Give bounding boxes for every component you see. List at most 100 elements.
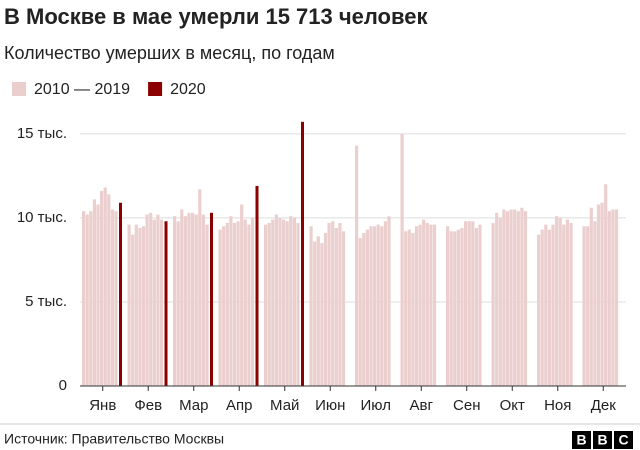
- bar: [218, 229, 222, 386]
- bar: [464, 221, 468, 386]
- bar: [92, 199, 96, 386]
- bar: [358, 238, 362, 386]
- bar: [313, 241, 317, 386]
- bar: [180, 209, 184, 386]
- bar: [449, 231, 453, 386]
- bar: [247, 224, 251, 386]
- bar: [107, 194, 111, 386]
- bar: [544, 224, 548, 386]
- x-tick-label: Авг: [410, 397, 434, 414]
- bar: [365, 229, 369, 386]
- bar: [407, 229, 411, 386]
- bar: [236, 221, 240, 386]
- logo-letter: B: [597, 432, 607, 448]
- x-tick-label: Мар: [179, 397, 208, 414]
- x-tick-label: Янв: [89, 397, 116, 414]
- bar: [243, 219, 247, 386]
- bar: [341, 231, 346, 386]
- bar: [460, 227, 464, 386]
- bar: [498, 217, 502, 386]
- bar: [516, 211, 520, 386]
- x-tick-label: Май: [270, 397, 299, 414]
- bar: [604, 184, 608, 386]
- x-tick-label: Сен: [453, 397, 480, 414]
- bar: [425, 222, 429, 386]
- bar: [292, 217, 296, 386]
- bar: [285, 221, 289, 386]
- bar: [467, 221, 471, 386]
- x-tick-label: Окт: [500, 397, 525, 414]
- bar: [555, 216, 559, 386]
- chart-title: В Москве в мае умерли 15 713 человек: [4, 4, 428, 29]
- bar: [127, 224, 131, 386]
- bar: [134, 224, 138, 386]
- bar: [596, 204, 601, 386]
- bar: [537, 234, 541, 386]
- bar: [582, 226, 586, 386]
- x-tick-label: Июл: [361, 397, 391, 414]
- bar: [282, 219, 286, 386]
- bar: [145, 214, 149, 386]
- x-tick-label: Фев: [134, 397, 162, 414]
- bar: [114, 211, 118, 386]
- legend-label: 2020: [170, 81, 206, 98]
- logo-box: [572, 431, 591, 449]
- bar: [551, 224, 555, 386]
- bar: [191, 212, 195, 386]
- bar: [432, 224, 437, 386]
- bar: [194, 214, 198, 386]
- bar: [159, 219, 164, 386]
- y-tick-label: 0: [59, 377, 67, 394]
- bar: [187, 212, 191, 386]
- bar: [149, 212, 153, 386]
- bar: [201, 214, 205, 386]
- bar: [264, 224, 268, 386]
- bar: [103, 187, 107, 386]
- bar: [418, 224, 422, 386]
- bar: [100, 190, 104, 386]
- bar: [509, 209, 513, 386]
- bar: [320, 243, 324, 386]
- bar: [456, 229, 460, 386]
- bar: [502, 209, 506, 386]
- bar: [474, 227, 478, 386]
- bar: [296, 222, 300, 386]
- bar: [520, 207, 524, 386]
- bar: [301, 121, 304, 386]
- bar: [411, 233, 415, 386]
- logo-letter: C: [618, 432, 628, 448]
- bar: [373, 226, 377, 386]
- bar: [565, 219, 569, 386]
- bar: [198, 189, 202, 386]
- logo-box: [614, 431, 633, 449]
- bar: [229, 216, 233, 386]
- source: Источник: Правительство Москвы: [4, 431, 224, 447]
- bar: [232, 222, 237, 386]
- bar: [586, 226, 590, 386]
- legend-swatch: [148, 82, 163, 96]
- bar: [85, 214, 89, 386]
- bar: [316, 236, 320, 386]
- bar: [278, 217, 282, 386]
- bar: [369, 226, 373, 386]
- bar: [327, 222, 331, 386]
- bar: [338, 222, 342, 386]
- bar: [323, 233, 328, 386]
- legend-label: 2010 — 2019: [34, 81, 130, 98]
- bar: [569, 222, 573, 386]
- bar: [429, 224, 433, 386]
- legend-swatch: [12, 82, 26, 96]
- logo-letter: B: [576, 432, 586, 448]
- y-tick-label: 15 тыс.: [17, 125, 67, 142]
- bar: [267, 222, 271, 386]
- bar: [376, 224, 380, 386]
- bar: [495, 212, 499, 386]
- bar: [173, 216, 177, 386]
- bar: [183, 216, 187, 386]
- x-tick-label: Июн: [315, 397, 345, 414]
- chart-subtitle: Количество умерших в месяц, по годам: [4, 43, 335, 63]
- bar: [355, 145, 359, 386]
- bar: [141, 226, 146, 386]
- logo-box: [593, 431, 612, 449]
- bar: [593, 221, 597, 386]
